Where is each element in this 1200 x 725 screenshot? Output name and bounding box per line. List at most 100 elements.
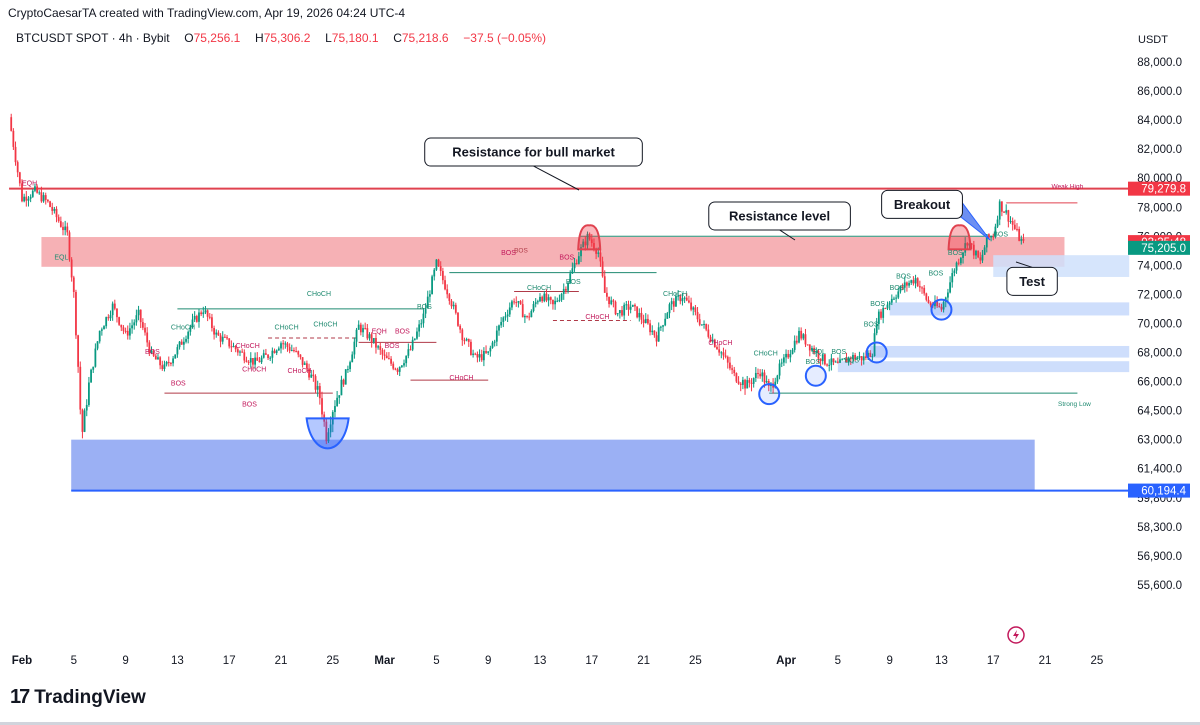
candle-body (433, 269, 436, 277)
y-tick-label: 84,000.0 (1137, 115, 1182, 127)
candle-body (418, 324, 421, 332)
candle-body (882, 308, 885, 318)
candle-body (159, 357, 162, 366)
candle-body (491, 342, 494, 348)
tradingview-brand[interactable]: 17 TradingView (10, 686, 146, 709)
candle-body (739, 383, 742, 385)
candle-body (847, 357, 850, 363)
candle-body (914, 278, 917, 284)
candle-body (372, 337, 375, 342)
candle-body (470, 341, 472, 355)
candle-body (96, 341, 99, 349)
symbol-name[interactable]: BTCUSDT SPOT · 4h · Bybit (16, 31, 170, 45)
candle-body (677, 295, 680, 297)
candle-body (675, 296, 677, 307)
candle-body (198, 312, 200, 322)
candle-body (942, 301, 945, 310)
candle-body (716, 347, 718, 350)
candle-body (828, 364, 831, 366)
x-tick-label: 17 (223, 655, 236, 667)
candle-body (88, 382, 90, 405)
candle-body (131, 325, 133, 329)
support-bounce-arc (305, 417, 350, 450)
x-tick-label: 25 (326, 655, 339, 667)
candle-body (424, 308, 427, 314)
x-tick-label: 13 (935, 655, 948, 667)
candle-body (994, 226, 997, 238)
callout-box[interactable] (881, 189, 963, 219)
callout-pointer (1015, 261, 1033, 268)
candle-body (243, 352, 246, 361)
candle-body (400, 365, 403, 367)
alert-lightning-icon[interactable] (1007, 626, 1025, 644)
structure-label: BOS (870, 301, 885, 308)
candle-body (841, 359, 844, 361)
candle-body (688, 300, 690, 303)
callout-box[interactable] (1006, 266, 1058, 296)
candle-body (696, 312, 699, 320)
candle-body (79, 366, 82, 410)
candle-body (502, 317, 505, 322)
candle-body (921, 287, 923, 289)
candle-body (634, 304, 636, 307)
candle-body (120, 324, 123, 328)
candle-body (806, 344, 809, 346)
candle-body (737, 381, 740, 384)
candle-body (316, 386, 319, 390)
candle-body (865, 356, 867, 359)
callout-box[interactable] (424, 137, 643, 167)
candle-body (508, 307, 511, 315)
x-tick-label: 5 (71, 655, 77, 667)
candle-body (746, 380, 749, 389)
candle-body (241, 351, 244, 353)
candle-body (314, 376, 317, 390)
candle-body (647, 318, 649, 324)
structure-label: CHoCH (275, 324, 299, 331)
low-label: L (325, 31, 332, 45)
low-value: 75,180.1 (331, 31, 379, 45)
candle-body (236, 349, 239, 353)
candle-body (821, 354, 824, 362)
candle-body (280, 343, 282, 349)
structure-label: BOS (890, 285, 905, 292)
candle-body (385, 355, 388, 359)
candle-body (450, 300, 453, 307)
callout-text: Test (1019, 274, 1045, 289)
callout-box[interactable] (708, 201, 851, 231)
candle-body (44, 195, 47, 200)
candle-body (832, 358, 835, 363)
candle-body (163, 364, 166, 370)
tradingview-logo-icon: 17 (10, 686, 30, 708)
candle-body (1003, 211, 1005, 213)
candle-body (856, 357, 859, 360)
candle-body (226, 337, 228, 339)
price-badge (1128, 240, 1190, 255)
candle-body (722, 352, 725, 356)
candle-body (774, 381, 777, 388)
candle-body (910, 280, 913, 283)
candle-body (707, 329, 710, 337)
candle-body (724, 355, 727, 357)
candle-body (970, 243, 973, 245)
candle-body (461, 329, 464, 341)
candle-body (245, 360, 248, 362)
candle-body (927, 299, 930, 303)
candle-body (228, 338, 231, 347)
ob-zone-2 (870, 345, 1130, 358)
candle-body (573, 263, 576, 269)
candle-body (68, 232, 71, 260)
candle-body (748, 380, 751, 383)
candle-body (569, 273, 572, 283)
candle-body (839, 359, 841, 363)
candle-body (416, 331, 418, 339)
candle-body (681, 298, 684, 302)
candle-body (735, 373, 738, 382)
candle-body (124, 330, 127, 332)
candle-body (670, 301, 673, 305)
candle-body (718, 349, 721, 353)
candle-body (116, 308, 118, 318)
candle-body (804, 334, 807, 345)
high-label: H (255, 31, 264, 45)
close-value: 75,218.6 (401, 31, 449, 45)
